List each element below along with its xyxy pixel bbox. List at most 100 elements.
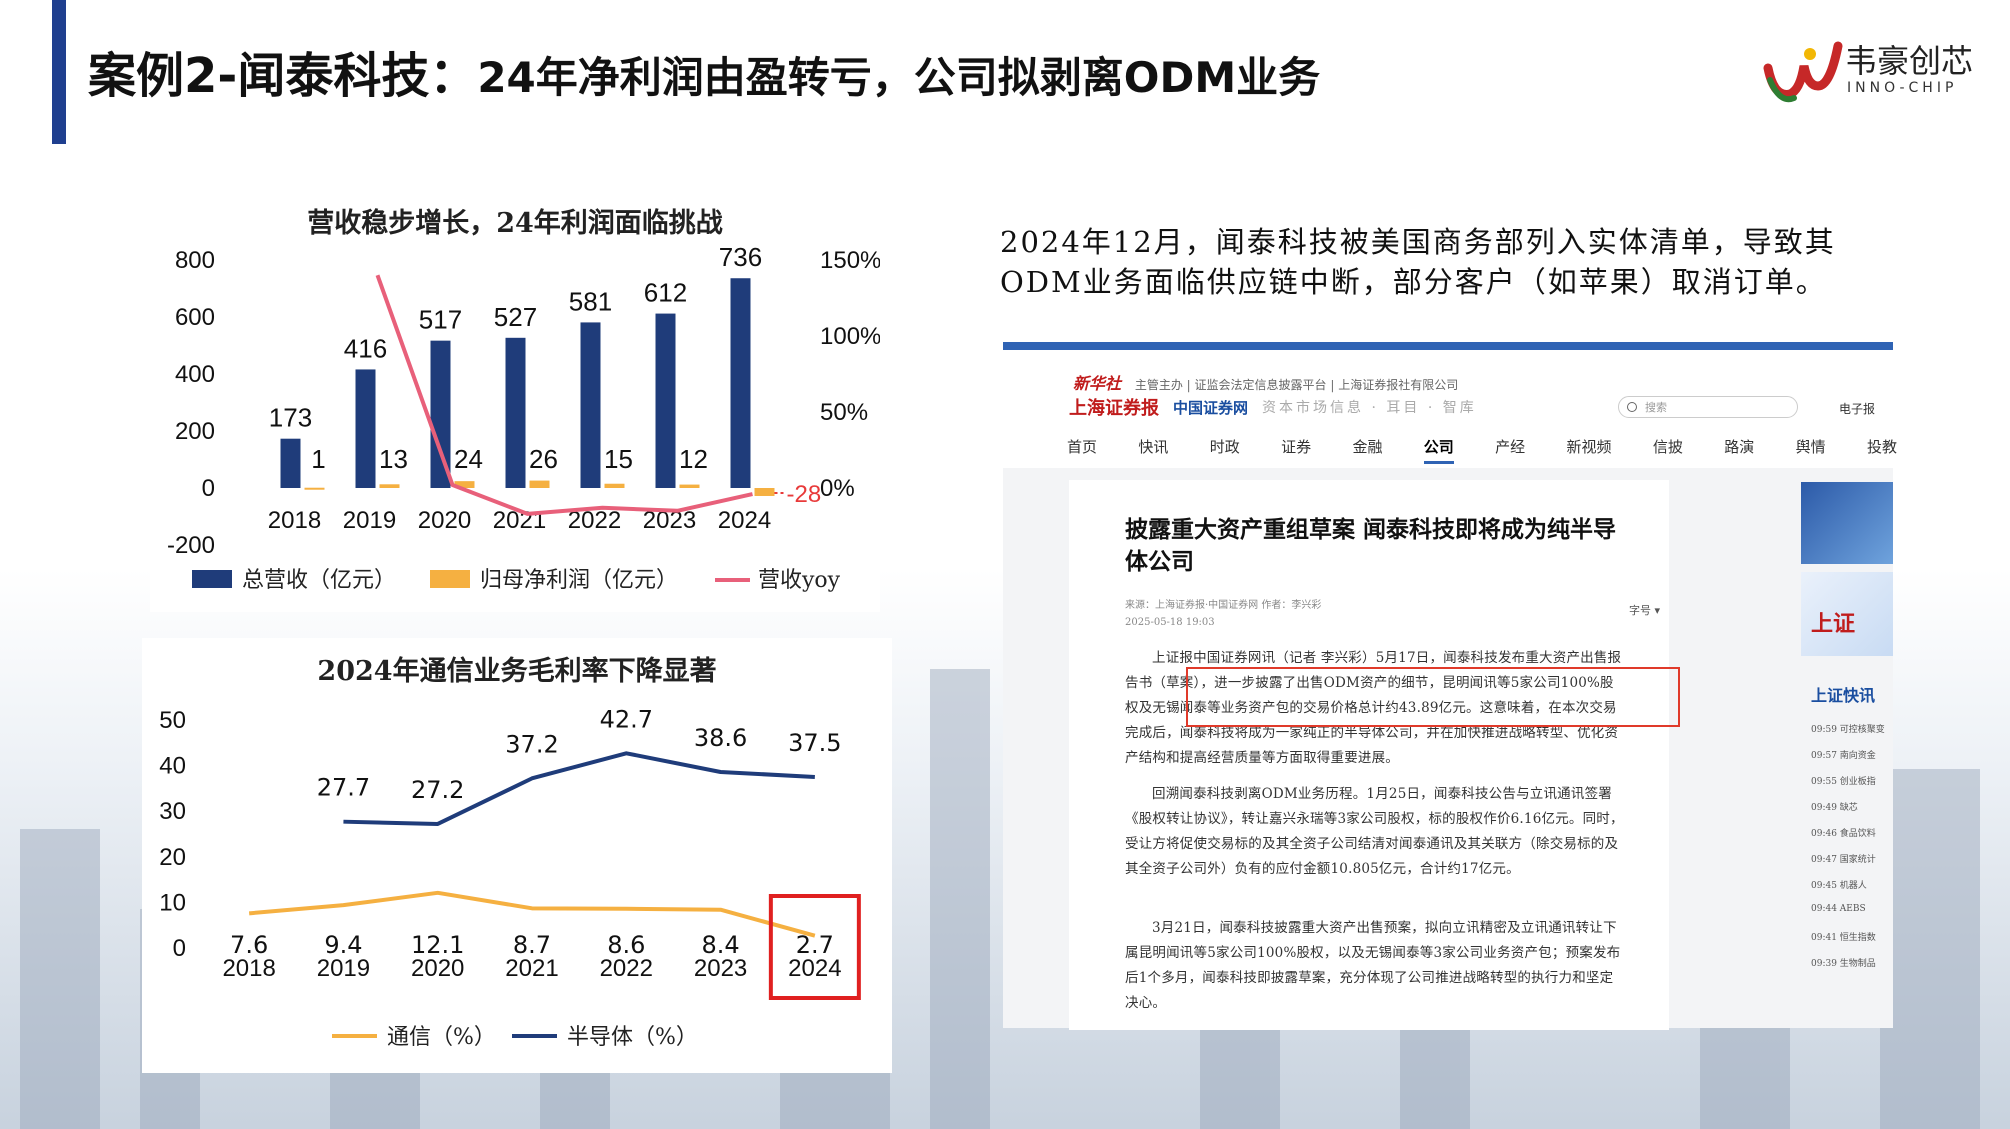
side-news-item[interactable]: 09:47 国家统计 <box>1811 855 1876 865</box>
news-nav-item-10[interactable]: 舆情 <box>1795 438 1826 456</box>
x-tick-label: 2018 <box>222 955 275 982</box>
x-tick-label: 2024 <box>788 955 841 982</box>
x-tick-label: 2020 <box>418 507 471 534</box>
x-tick-label: 2021 <box>505 955 558 982</box>
legend-label-profit: 归母净利润（亿元） <box>480 568 678 593</box>
y-tick-label: 50 <box>159 707 186 734</box>
news-nav-item-5[interactable]: 公司 <box>1423 436 1454 464</box>
news-slogan: 资本市场信息 · 耳目 · 智库 <box>1262 400 1477 416</box>
news-article-card <box>1069 480 1669 1030</box>
news-nav-item-11[interactable]: 投教 <box>1866 438 1897 456</box>
search-icon <box>1627 402 1637 412</box>
news-para-2: 回溯闻泰科技剥离ODM业务历程。1月25日，闻泰科技公告与立讯通讯签署《股权转让… <box>1125 786 1624 877</box>
profit-data-label: 26 <box>529 444 558 474</box>
side-news-item[interactable]: 09:45 机器人 <box>1811 881 1867 891</box>
comm-data-label: 8.4 <box>701 931 739 959</box>
revenue-data-label: 173 <box>269 403 312 433</box>
profit-data-label: 12 <box>679 444 708 474</box>
y2-tick-label: 150% <box>820 247 880 274</box>
comm-data-label: 9.4 <box>324 931 362 959</box>
side-kx-title: 上证快讯 <box>1811 686 1876 705</box>
news-para-3: 3月21日，闻泰科技披露重大资产出售预案，拟向立讯精密及立讯通讯转让下属昆明闻讯… <box>1125 920 1621 1011</box>
comm-data-label: 8.6 <box>607 931 645 959</box>
side-news-item[interactable]: 09:46 食品饮料 <box>1811 829 1876 839</box>
news-screenshot: 新华社 主管主办 | 证监会法定信息披露平台 | 上海证券报社有限公司 上海证券… <box>1003 340 1897 1030</box>
semi-data-label: 37.5 <box>788 729 841 757</box>
news-para-1: 上证报中国证券网讯（记者 李兴彩）5月17日，闻泰科技发布重大资产出售报告书（草… <box>1125 650 1622 766</box>
legend-label-revenue: 总营收（亿元） <box>242 568 396 593</box>
x-tick-label: 2018 <box>268 507 321 534</box>
comm-data-label: 7.6 <box>230 931 268 959</box>
y-tick-label: 30 <box>159 798 186 825</box>
revenue-bar <box>355 369 376 488</box>
legend-label-semi: 半导体（%） <box>567 1025 698 1050</box>
chart-title: 2024年通信业务毛利率下降显著 <box>317 655 716 687</box>
news-nav: 首页 快讯 时政 证券 金融 公司 产经 新视频 信披 路演 舆情 投教 <box>1067 436 1897 464</box>
news-logo-ss[interactable]: 上海证券报 <box>1069 398 1159 419</box>
profit-bar <box>604 483 625 488</box>
comm-line <box>248 890 816 938</box>
semi-line <box>343 751 815 826</box>
y-tick-label: 10 <box>159 889 186 916</box>
x-tick-label: 2020 <box>411 955 464 982</box>
revenue-data-label: 736 <box>719 242 762 272</box>
side-news-item[interactable]: 09:59 可控核聚变 <box>1811 725 1885 735</box>
semi-data-label: 37.2 <box>505 730 558 758</box>
logo-en-text: INNO-CHIP <box>1847 80 1958 96</box>
y2-tick-label: 0% <box>820 475 855 502</box>
profit-bar <box>754 488 775 496</box>
news-logo-zg[interactable]: 中国证券网 <box>1173 398 1249 417</box>
side-news-item[interactable]: 09:44 AEBS <box>1811 904 1866 914</box>
side-news-item[interactable]: 09:41 恒生指数 <box>1811 933 1876 943</box>
news-nav-item-2[interactable]: 时政 <box>1209 438 1240 456</box>
y-tick-label: -200 <box>167 532 215 559</box>
y-tick-label: 400 <box>175 361 215 388</box>
semi-data-label: 27.2 <box>411 776 464 804</box>
side-banner-image[interactable] <box>1801 482 1893 564</box>
side-brand-text: 上证 <box>1811 611 1856 637</box>
y-tick-label: 40 <box>159 753 186 780</box>
caption-text: 2024年12月，闻泰科技被美国商务部列入实体清单，导致其ODM业务面临供应链中… <box>1000 225 1836 299</box>
side-news-item[interactable]: 09:57 南向资金 <box>1811 751 1876 761</box>
news-nav-item-3[interactable]: 证券 <box>1281 438 1312 456</box>
news-nav-item-6[interactable]: 产经 <box>1495 438 1526 456</box>
news-logos: 上海证券报 中国证券网 资本市场信息 · 耳目 · 智库 <box>1069 392 1477 422</box>
news-nav-item-9[interactable]: 路演 <box>1724 438 1755 456</box>
semi-data-label: 42.7 <box>600 705 653 733</box>
news-site-links: 主管主办 | 证监会法定信息披露平台 | 上海证券报社有限公司 <box>1134 378 1459 392</box>
profit-data-label: 24 <box>454 444 483 474</box>
news-nav-item-7[interactable]: 新视频 <box>1566 438 1612 456</box>
side-news-item[interactable]: 09:49 缺芯 <box>1811 803 1858 813</box>
semi-data-label: 27.7 <box>317 774 370 802</box>
profit-bar <box>454 481 475 488</box>
revenue-bar <box>580 322 601 488</box>
side-brand-image[interactable] <box>1801 572 1893 656</box>
highlight-box <box>1186 667 1680 727</box>
news-nav-item-8[interactable]: 信披 <box>1652 438 1683 456</box>
legend-label-yoy: 营收yoy <box>758 568 841 593</box>
side-news-item[interactable]: 09:55 创业板指 <box>1811 777 1876 787</box>
comm-data-label: 2.7 <box>796 931 834 959</box>
revenue-bar <box>730 278 751 488</box>
profit-bar <box>379 484 400 488</box>
page-title: 案例2-闻泰科技：24年净利润由盈转亏，公司拟剥离ODM业务 <box>88 36 1320 106</box>
news-nav-item-4[interactable]: 金融 <box>1352 438 1383 456</box>
revenue-bar <box>655 313 676 488</box>
news-search-input[interactable]: 搜索 <box>1618 396 1798 418</box>
news-headline[interactable]: 披露重大资产重组草案 闻泰科技即将成为纯半导体公司 <box>1125 517 1617 575</box>
news-nav-item-0[interactable]: 首页 <box>1067 438 1098 456</box>
news-epaper-link[interactable]: 电子报 <box>1839 402 1876 416</box>
logo-cn-text: 韦豪创芯 <box>1845 42 1974 80</box>
side-news-item[interactable]: 09:39 生物制品 <box>1811 959 1876 969</box>
legend-label-comm: 通信（%） <box>387 1025 496 1050</box>
revenue-chart: 营收稳步增长，24年利润面临挑战8006004002000-200150%100… <box>167 207 881 593</box>
y-tick-label: 200 <box>175 418 215 445</box>
news-source: 来源：上海证券报·中国证券网 作者：李兴彩 <box>1125 600 1322 611</box>
revenue-chart-panel: 营收稳步增长，24年利润面临挑战 800 600 400 200 0 -200 150% 100… <box>150 192 881 612</box>
y-tick-label: 0 <box>173 935 186 962</box>
font-size-button[interactable]: 字号 ▾ <box>1629 604 1661 617</box>
revenue-bar <box>280 438 301 488</box>
news-nav-item-1[interactable]: 快讯 <box>1138 438 1169 456</box>
x-tick-label: 2022 <box>600 955 653 982</box>
